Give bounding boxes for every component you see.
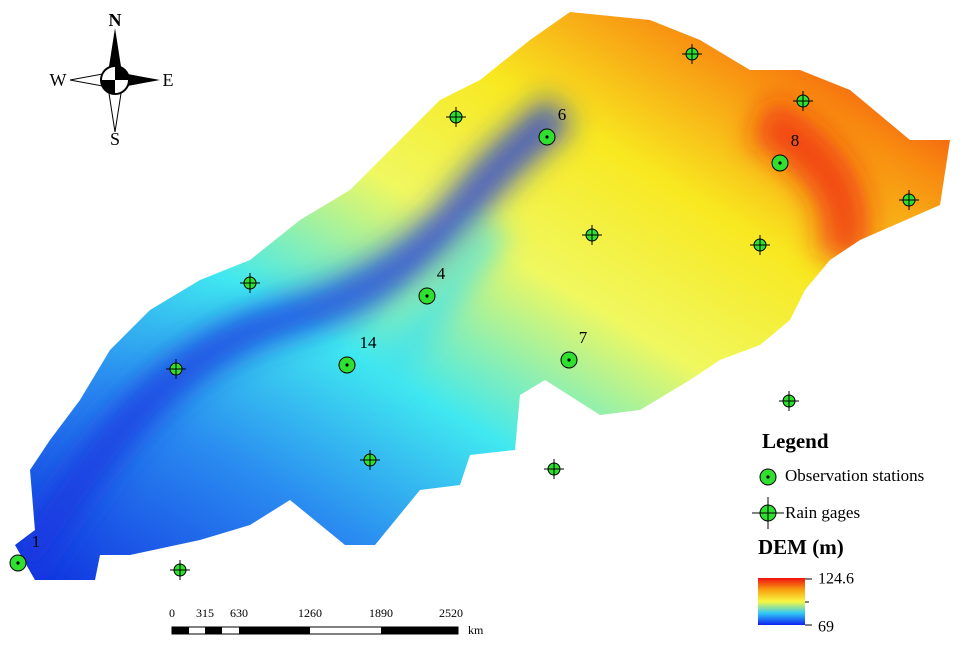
basin — [15, 12, 950, 580]
station-label: 1 — [32, 532, 41, 551]
legend-item: Observation stations — [785, 466, 924, 485]
compass-n: N — [109, 10, 122, 30]
compass: N S E W — [50, 10, 174, 149]
scale-unit: km — [468, 623, 484, 637]
station-dot — [425, 294, 429, 298]
station-label: 7 — [579, 328, 588, 347]
station-label: 8 — [791, 131, 800, 150]
scale-tick-label: 1260 — [298, 606, 322, 620]
scale-tick-label: 2520 — [439, 606, 463, 620]
station-dot — [567, 358, 571, 362]
station-label: 14 — [360, 333, 378, 352]
compass-e: E — [163, 70, 174, 90]
scale-tick-label: 630 — [230, 606, 248, 620]
station-dot — [545, 135, 549, 139]
legend-item: Rain gages — [785, 503, 860, 522]
compass-s: S — [110, 129, 120, 149]
dem-title: DEM (m) — [758, 535, 844, 559]
station-dot — [16, 561, 20, 565]
scale-tick-label: 315 — [196, 606, 214, 620]
station-dot — [345, 363, 349, 367]
scale-tick-label: 1890 — [369, 606, 393, 620]
legend: Legend Observation stations Rain gages D… — [752, 429, 924, 636]
rain-gages — [166, 44, 919, 580]
dem-max: 124.6 — [818, 571, 854, 588]
scale-bar: km 0 315 630 1260 1890 2520 — [169, 606, 484, 637]
station-label: 6 — [558, 105, 567, 124]
station-dot — [778, 161, 782, 165]
dem-min: 69 — [818, 619, 834, 636]
compass-w: W — [50, 70, 67, 90]
legend-title: Legend — [762, 429, 829, 453]
station-label: 4 — [437, 264, 446, 283]
scale-tick-label: 0 — [169, 606, 175, 620]
observation-stations: 1 14 4 7 6 8 — [9, 105, 800, 572]
